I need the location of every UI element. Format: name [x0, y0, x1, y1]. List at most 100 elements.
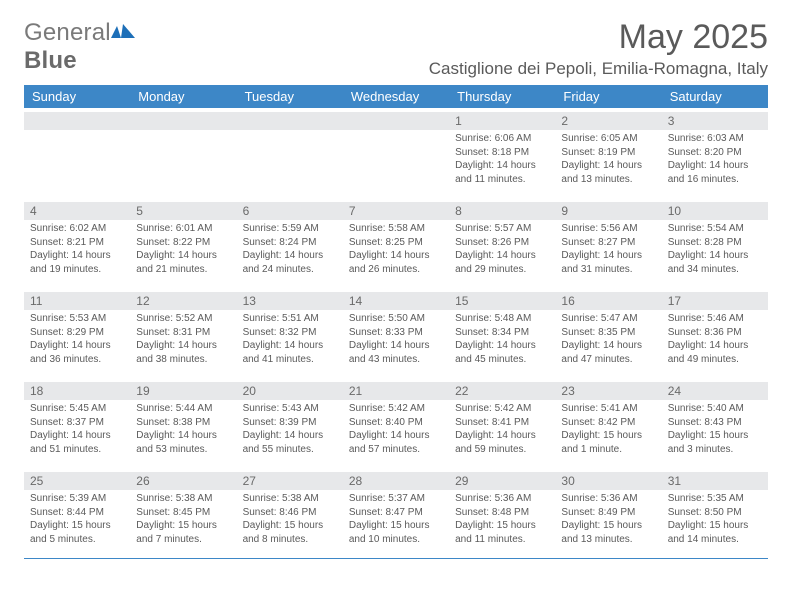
day-cell-inner: 23Sunrise: 5:41 AMSunset: 8:42 PMDayligh…	[555, 382, 661, 468]
calendar-day-cell: 19Sunrise: 5:44 AMSunset: 8:38 PMDayligh…	[130, 380, 236, 470]
day-cell-inner: 19Sunrise: 5:44 AMSunset: 8:38 PMDayligh…	[130, 382, 236, 468]
calendar-day-cell	[343, 110, 449, 200]
calendar-day-cell: 29Sunrise: 5:36 AMSunset: 8:48 PMDayligh…	[449, 470, 555, 559]
calendar-day-cell: 7Sunrise: 5:58 AMSunset: 8:25 PMDaylight…	[343, 200, 449, 290]
location-subtitle: Castiglione dei Pepoli, Emilia-Romagna, …	[429, 59, 768, 79]
day-number: 25	[24, 472, 130, 490]
day-detail-text: Sunrise: 5:50 AMSunset: 8:33 PMDaylight:…	[343, 310, 449, 366]
day-detail-text: Sunrise: 5:40 AMSunset: 8:43 PMDaylight:…	[662, 400, 768, 456]
calendar-week-row: 18Sunrise: 5:45 AMSunset: 8:37 PMDayligh…	[24, 380, 768, 470]
brand-part1: General	[24, 19, 111, 46]
day-detail-text: Sunrise: 5:52 AMSunset: 8:31 PMDaylight:…	[130, 310, 236, 366]
calendar-day-cell: 3Sunrise: 6:03 AMSunset: 8:20 PMDaylight…	[662, 110, 768, 200]
day-number: 22	[449, 382, 555, 400]
day-detail-text: Sunrise: 5:38 AMSunset: 8:45 PMDaylight:…	[130, 490, 236, 546]
day-detail-text: Sunrise: 5:51 AMSunset: 8:32 PMDaylight:…	[237, 310, 343, 366]
day-cell-inner: 22Sunrise: 5:42 AMSunset: 8:41 PMDayligh…	[449, 382, 555, 468]
calendar-day-cell: 15Sunrise: 5:48 AMSunset: 8:34 PMDayligh…	[449, 290, 555, 380]
day-detail-text: Sunrise: 5:42 AMSunset: 8:40 PMDaylight:…	[343, 400, 449, 456]
day-detail-text: Sunrise: 5:42 AMSunset: 8:41 PMDaylight:…	[449, 400, 555, 456]
calendar-day-cell: 4Sunrise: 6:02 AMSunset: 8:21 PMDaylight…	[24, 200, 130, 290]
day-cell-inner: 27Sunrise: 5:38 AMSunset: 8:46 PMDayligh…	[237, 472, 343, 558]
calendar-day-cell	[237, 110, 343, 200]
day-cell-inner: 15Sunrise: 5:48 AMSunset: 8:34 PMDayligh…	[449, 292, 555, 378]
day-number: 28	[343, 472, 449, 490]
brand-text: General Blue	[24, 18, 137, 75]
day-number: 5	[130, 202, 236, 220]
calendar-body: 1Sunrise: 6:06 AMSunset: 8:18 PMDaylight…	[24, 110, 768, 559]
day-cell-inner: 31Sunrise: 5:35 AMSunset: 8:50 PMDayligh…	[662, 472, 768, 558]
calendar-day-cell: 5Sunrise: 6:01 AMSunset: 8:22 PMDaylight…	[130, 200, 236, 290]
day-cell-inner: 24Sunrise: 5:40 AMSunset: 8:43 PMDayligh…	[662, 382, 768, 468]
day-number: 31	[662, 472, 768, 490]
day-number: 21	[343, 382, 449, 400]
calendar-table: SundayMondayTuesdayWednesdayThursdayFrid…	[24, 85, 768, 559]
calendar-week-row: 25Sunrise: 5:39 AMSunset: 8:44 PMDayligh…	[24, 470, 768, 559]
day-number: 2	[555, 112, 661, 130]
day-detail-text: Sunrise: 5:46 AMSunset: 8:36 PMDaylight:…	[662, 310, 768, 366]
calendar-day-cell: 23Sunrise: 5:41 AMSunset: 8:42 PMDayligh…	[555, 380, 661, 470]
calendar-page: General Blue May 2025 Castiglione dei Pe…	[0, 0, 792, 577]
weekday-header: Monday	[130, 85, 236, 110]
day-detail-text: Sunrise: 5:47 AMSunset: 8:35 PMDaylight:…	[555, 310, 661, 366]
day-detail-text: Sunrise: 5:45 AMSunset: 8:37 PMDaylight:…	[24, 400, 130, 456]
calendar-day-cell: 10Sunrise: 5:54 AMSunset: 8:28 PMDayligh…	[662, 200, 768, 290]
day-detail-text: Sunrise: 5:35 AMSunset: 8:50 PMDaylight:…	[662, 490, 768, 546]
calendar-day-cell: 18Sunrise: 5:45 AMSunset: 8:37 PMDayligh…	[24, 380, 130, 470]
day-detail-text: Sunrise: 5:37 AMSunset: 8:47 PMDaylight:…	[343, 490, 449, 546]
day-detail-text: Sunrise: 5:36 AMSunset: 8:49 PMDaylight:…	[555, 490, 661, 546]
weekday-header: Friday	[555, 85, 661, 110]
calendar-day-cell: 9Sunrise: 5:56 AMSunset: 8:27 PMDaylight…	[555, 200, 661, 290]
weekday-header: Thursday	[449, 85, 555, 110]
day-detail-text: Sunrise: 6:03 AMSunset: 8:20 PMDaylight:…	[662, 130, 768, 186]
brand-logo: General Blue	[24, 18, 137, 75]
day-detail-text: Sunrise: 5:57 AMSunset: 8:26 PMDaylight:…	[449, 220, 555, 276]
calendar-day-cell: 20Sunrise: 5:43 AMSunset: 8:39 PMDayligh…	[237, 380, 343, 470]
calendar-day-cell: 13Sunrise: 5:51 AMSunset: 8:32 PMDayligh…	[237, 290, 343, 380]
day-cell-inner: 28Sunrise: 5:37 AMSunset: 8:47 PMDayligh…	[343, 472, 449, 558]
calendar-day-cell: 28Sunrise: 5:37 AMSunset: 8:47 PMDayligh…	[343, 470, 449, 559]
day-number: 11	[24, 292, 130, 310]
calendar-week-row: 11Sunrise: 5:53 AMSunset: 8:29 PMDayligh…	[24, 290, 768, 380]
day-number: 29	[449, 472, 555, 490]
day-detail-text: Sunrise: 5:36 AMSunset: 8:48 PMDaylight:…	[449, 490, 555, 546]
day-number: 30	[555, 472, 661, 490]
day-cell-inner: 7Sunrise: 5:58 AMSunset: 8:25 PMDaylight…	[343, 202, 449, 288]
day-detail-text: Sunrise: 6:02 AMSunset: 8:21 PMDaylight:…	[24, 220, 130, 276]
calendar-day-cell: 8Sunrise: 5:57 AMSunset: 8:26 PMDaylight…	[449, 200, 555, 290]
day-detail-text: Sunrise: 5:38 AMSunset: 8:46 PMDaylight:…	[237, 490, 343, 546]
calendar-day-cell: 2Sunrise: 6:05 AMSunset: 8:19 PMDaylight…	[555, 110, 661, 200]
day-cell-inner: 5Sunrise: 6:01 AMSunset: 8:22 PMDaylight…	[130, 202, 236, 288]
day-number: 8	[449, 202, 555, 220]
day-detail-text: Sunrise: 5:48 AMSunset: 8:34 PMDaylight:…	[449, 310, 555, 366]
calendar-day-cell: 21Sunrise: 5:42 AMSunset: 8:40 PMDayligh…	[343, 380, 449, 470]
title-block: May 2025 Castiglione dei Pepoli, Emilia-…	[429, 18, 768, 79]
calendar-day-cell: 26Sunrise: 5:38 AMSunset: 8:45 PMDayligh…	[130, 470, 236, 559]
day-number: 26	[130, 472, 236, 490]
day-cell-inner	[237, 112, 343, 198]
day-cell-inner	[24, 112, 130, 198]
day-detail-text: Sunrise: 5:43 AMSunset: 8:39 PMDaylight:…	[237, 400, 343, 456]
brand-part2: Blue	[24, 47, 77, 74]
day-cell-inner: 1Sunrise: 6:06 AMSunset: 8:18 PMDaylight…	[449, 112, 555, 198]
day-cell-inner: 30Sunrise: 5:36 AMSunset: 8:49 PMDayligh…	[555, 472, 661, 558]
day-number: 19	[130, 382, 236, 400]
calendar-day-cell: 22Sunrise: 5:42 AMSunset: 8:41 PMDayligh…	[449, 380, 555, 470]
day-number: 14	[343, 292, 449, 310]
month-title: May 2025	[429, 18, 768, 57]
day-cell-inner: 20Sunrise: 5:43 AMSunset: 8:39 PMDayligh…	[237, 382, 343, 468]
calendar-day-cell: 16Sunrise: 5:47 AMSunset: 8:35 PMDayligh…	[555, 290, 661, 380]
day-number: 4	[24, 202, 130, 220]
day-number: 10	[662, 202, 768, 220]
weekday-header: Wednesday	[343, 85, 449, 110]
calendar-week-row: 1Sunrise: 6:06 AMSunset: 8:18 PMDaylight…	[24, 110, 768, 200]
calendar-day-cell: 1Sunrise: 6:06 AMSunset: 8:18 PMDaylight…	[449, 110, 555, 200]
day-number: 20	[237, 382, 343, 400]
day-number: 17	[662, 292, 768, 310]
weekday-header: Saturday	[662, 85, 768, 110]
header-row: General Blue May 2025 Castiglione dei Pe…	[24, 18, 768, 79]
day-number: 24	[662, 382, 768, 400]
day-detail-text: Sunrise: 6:05 AMSunset: 8:19 PMDaylight:…	[555, 130, 661, 186]
day-cell-inner: 3Sunrise: 6:03 AMSunset: 8:20 PMDaylight…	[662, 112, 768, 198]
day-detail-text: Sunrise: 6:01 AMSunset: 8:22 PMDaylight:…	[130, 220, 236, 276]
